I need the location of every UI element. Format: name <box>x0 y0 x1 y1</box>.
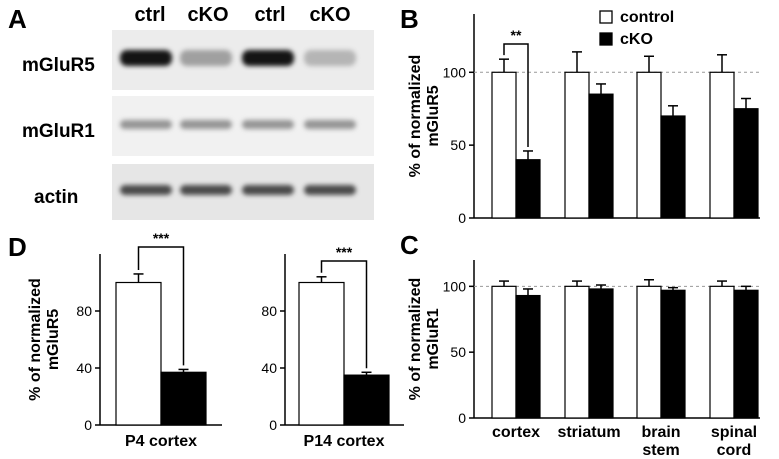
bar-cko <box>660 115 686 219</box>
y-tick-label: 80 <box>261 303 277 319</box>
y-tick-label: 100 <box>443 278 467 294</box>
y-axis-label: mGluR1 <box>425 308 442 369</box>
legend-label-cko: cKO <box>620 31 653 48</box>
bar-control <box>298 281 345 426</box>
bar-cko <box>588 288 614 419</box>
bar-control <box>636 285 662 419</box>
panel-letter-a: A <box>8 4 27 34</box>
legend-swatch-control <box>599 10 613 24</box>
blot-band <box>242 50 294 66</box>
blot-band <box>120 185 172 195</box>
blot-band <box>304 185 356 195</box>
blot-row-label: mGluR5 <box>22 55 95 76</box>
blot-row-label: mGluR1 <box>22 121 95 142</box>
blot-band <box>304 119 356 129</box>
bar-cko <box>660 289 686 419</box>
blot-row-label: actin <box>34 187 79 208</box>
y-tick-label: 0 <box>269 417 277 433</box>
y-tick-label: 80 <box>76 303 92 319</box>
y-tick-label: 50 <box>450 137 466 153</box>
bar-cko <box>515 159 541 219</box>
y-tick-label: 50 <box>450 344 466 360</box>
bar-control <box>709 71 735 219</box>
significance-bracket <box>137 246 185 366</box>
blot-band <box>180 50 232 66</box>
significance-label: *** <box>153 230 170 246</box>
blot-band <box>120 50 172 66</box>
bar-control <box>709 285 735 419</box>
blot-lane-label: cKO <box>187 4 229 26</box>
bar-control <box>564 285 590 419</box>
significance-bracket <box>503 43 529 147</box>
bar-cko <box>343 374 390 426</box>
category-label: cortex <box>492 424 540 441</box>
category-label: stem <box>642 442 679 459</box>
panel-letter-d: D <box>8 232 27 262</box>
legend-label-control: control <box>620 9 674 26</box>
bar-cko <box>733 108 759 219</box>
bar-control <box>491 71 517 219</box>
category-label: P4 cortex <box>125 433 197 450</box>
panel-letter-c: C <box>400 230 419 260</box>
blot-lane-label: cKO <box>309 4 351 26</box>
blot-band <box>304 50 356 66</box>
y-axis-label: % of normalized <box>407 278 424 401</box>
y-axis-label: % of normalized <box>407 55 424 178</box>
category-label: P14 cortex <box>304 433 385 450</box>
bar-cko <box>588 93 614 219</box>
significance-label: *** <box>336 244 353 260</box>
y-tick-label: 0 <box>458 410 466 426</box>
y-tick-label: 40 <box>261 360 277 376</box>
y-tick-label: 40 <box>76 360 92 376</box>
significance-bracket <box>320 260 368 369</box>
blot-band <box>242 185 294 195</box>
legend-swatch-cko <box>599 32 613 46</box>
significance-label: ** <box>511 27 522 43</box>
blot-lane-label: ctrl <box>134 4 166 26</box>
blot-band <box>242 119 294 129</box>
y-tick-label: 0 <box>458 210 466 226</box>
category-label: cord <box>717 442 752 459</box>
bar-control <box>564 71 590 219</box>
y-axis-label: % of normalized <box>27 278 44 401</box>
category-label: spinal <box>711 424 757 441</box>
y-tick-label: 0 <box>84 417 92 433</box>
bar-control <box>636 71 662 219</box>
blot-lane-label: ctrl <box>254 4 286 26</box>
bar-cko <box>733 289 759 419</box>
blot-band <box>180 119 232 129</box>
panel-letter-b: B <box>400 4 419 34</box>
bar-control <box>491 285 517 419</box>
y-tick-label: 100 <box>443 64 467 80</box>
category-label: striatum <box>557 424 620 441</box>
y-axis-label: mGluR5 <box>425 85 442 146</box>
y-axis-label: mGluR5 <box>45 309 62 370</box>
bar-cko <box>515 294 541 419</box>
bar-control <box>115 281 162 426</box>
blot-band <box>120 119 172 129</box>
category-label: brain <box>641 424 680 441</box>
bar-cko <box>160 371 207 426</box>
blot-band <box>180 185 232 195</box>
